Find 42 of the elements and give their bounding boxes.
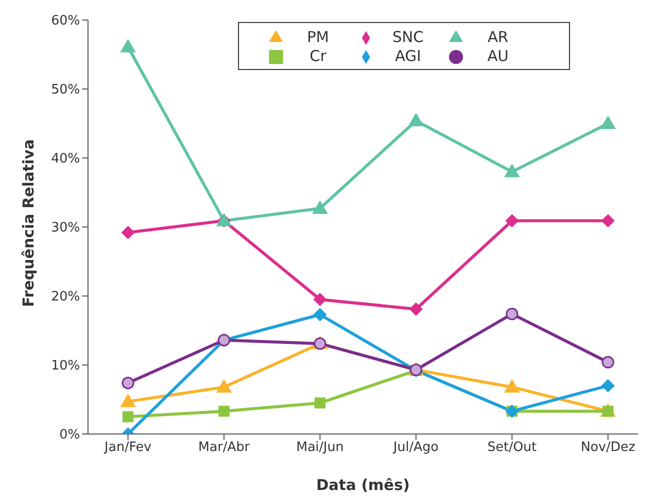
x-tick-label: Mai/Jun <box>296 440 344 456</box>
x-tick-label: Nov/Dez <box>580 440 636 456</box>
point <box>504 164 520 178</box>
legend-label: SNC <box>391 28 425 46</box>
legend-label: PM <box>306 28 330 46</box>
point <box>602 379 614 392</box>
point <box>600 116 616 129</box>
y-tick-label: 50% <box>51 82 80 98</box>
point <box>120 394 136 408</box>
point <box>122 376 134 390</box>
point <box>314 292 326 306</box>
point <box>120 39 136 52</box>
y-tick-label: 60% <box>51 14 80 29</box>
point <box>218 406 230 417</box>
y-tick-label: 40% <box>51 152 80 167</box>
legend-label: AR <box>486 28 510 46</box>
legend-label: Cr <box>308 47 328 65</box>
point <box>122 226 134 240</box>
point <box>506 308 518 320</box>
point <box>602 214 614 228</box>
point <box>410 302 422 316</box>
y-tick-label: 30% <box>51 220 80 236</box>
y-axis-title: Frequência Relativa <box>19 139 38 307</box>
point <box>504 380 520 393</box>
point <box>216 380 232 393</box>
y-tick-label: 10% <box>51 358 80 374</box>
x-tick-label: Jul/Ago <box>392 440 439 456</box>
x-tick-label: Jan/Fev <box>104 440 152 456</box>
legend-label: AGI <box>394 47 422 65</box>
point <box>506 214 518 228</box>
y-tick-label: 0% <box>59 428 80 443</box>
y-tick-label: 20% <box>51 290 80 305</box>
x-axis-title: Data (mês) <box>316 476 410 494</box>
x-tick-label: Mar/Abr <box>198 440 250 456</box>
point <box>314 308 326 322</box>
point <box>312 200 328 214</box>
x-tick-label: Set/Out <box>487 440 537 456</box>
point <box>314 397 326 408</box>
point <box>408 113 424 126</box>
point <box>122 411 134 422</box>
point <box>602 356 614 368</box>
legend-label: AU <box>486 47 510 65</box>
